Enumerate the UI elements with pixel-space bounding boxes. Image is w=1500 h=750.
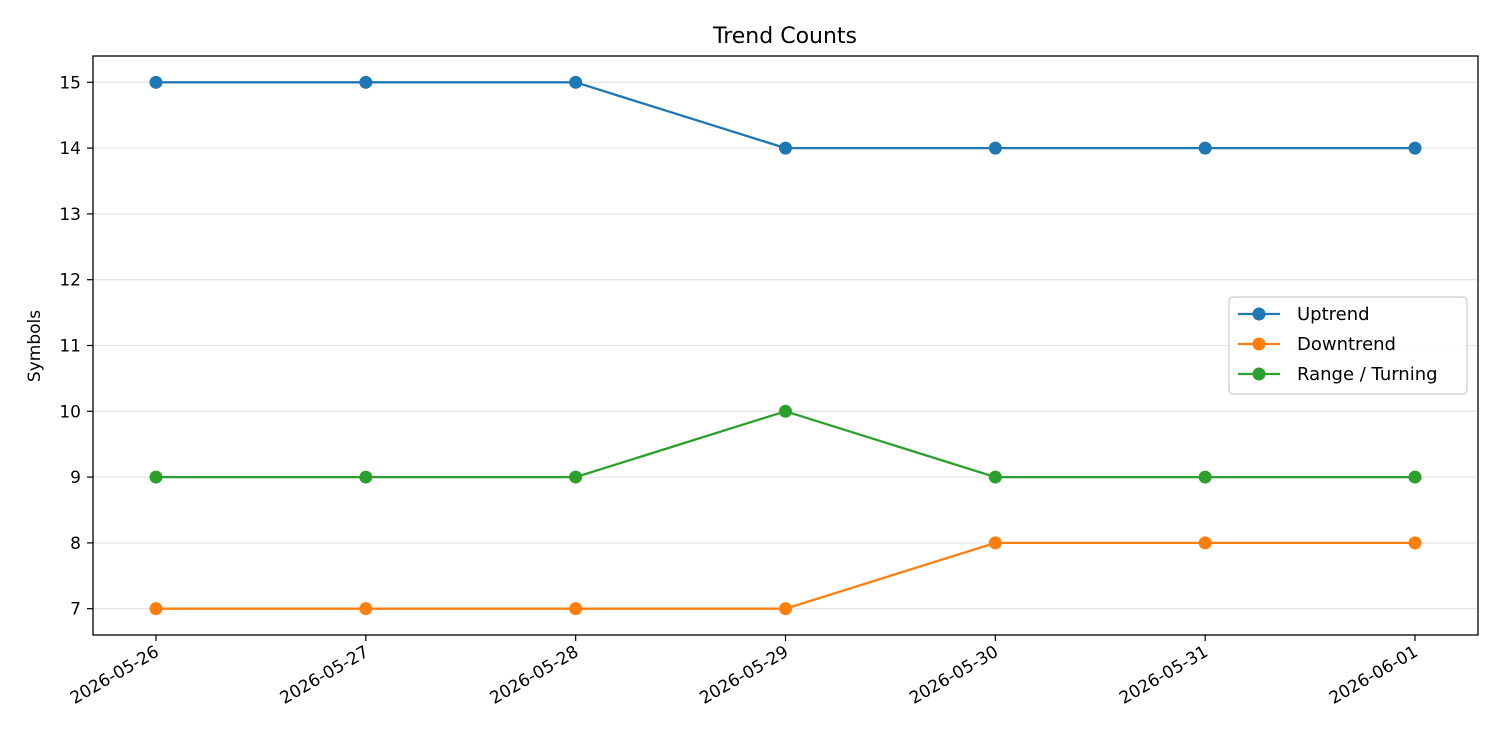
- y-tick-label: 13: [59, 205, 81, 225]
- series-line: [156, 410, 1415, 479]
- data-point: [779, 404, 792, 418]
- data-point: [569, 75, 583, 89]
- data-point: [1408, 470, 1422, 484]
- data-point: [988, 141, 1002, 155]
- series-1: [149, 536, 1422, 616]
- legend-box: [1228, 296, 1468, 395]
- legend-label: Downtrend: [1297, 334, 1396, 355]
- data-point: [1408, 141, 1422, 155]
- data-point: [149, 75, 163, 89]
- series-lines: [149, 75, 1422, 616]
- y-tick-label: 10: [59, 402, 81, 422]
- y-tick-label: 14: [59, 139, 81, 159]
- x-tick-label: 2026-05-27: [277, 642, 373, 709]
- data-point: [1198, 470, 1212, 484]
- legend-marker: [1252, 337, 1266, 351]
- data-point: [359, 470, 373, 484]
- legend-item: Downtrend: [1238, 334, 1396, 355]
- data-point: [988, 536, 1002, 550]
- x-tick-label: 2026-05-31: [1116, 642, 1212, 709]
- series-0: [149, 75, 1422, 155]
- y-tick-label: 7: [70, 600, 81, 620]
- data-point: [1408, 536, 1422, 550]
- x-tick-label: 2026-05-30: [906, 642, 1002, 709]
- y-tick-label: 9: [70, 468, 81, 488]
- legend-label: Range / Turning: [1297, 364, 1438, 385]
- legend: Uptrend Downtrend Range / Turning: [1228, 296, 1468, 395]
- data-point: [1198, 536, 1212, 550]
- y-tick-label: 11: [59, 337, 81, 357]
- y-axis-label: Symbols: [25, 310, 45, 382]
- data-point: [149, 470, 163, 484]
- data-point: [149, 602, 163, 616]
- series-2: [149, 404, 1422, 484]
- chart-title: Trend Counts: [712, 24, 857, 49]
- series-line: [156, 541, 1415, 610]
- legend-marker: [1252, 307, 1266, 321]
- y-tick-label: 8: [70, 534, 81, 554]
- data-point: [779, 602, 792, 616]
- axes: 7 8 9 10 11 12 13 14 15 2026-05-26 2026-05-27 2026-…: [59, 73, 1421, 708]
- series-line: [156, 81, 1415, 150]
- y-tick-label: 15: [59, 73, 81, 93]
- data-point: [569, 602, 583, 616]
- legend-item: Uptrend: [1238, 304, 1370, 325]
- data-point: [779, 141, 792, 155]
- data-point: [569, 470, 583, 484]
- legend-marker: [1252, 367, 1266, 381]
- data-point: [359, 602, 373, 616]
- x-tick-label: 2026-06-01: [1326, 642, 1422, 709]
- x-tick-label: 2026-05-28: [487, 642, 583, 709]
- data-point: [988, 470, 1002, 484]
- legend-item: Range / Turning: [1238, 364, 1438, 385]
- x-tick-label: 2026-05-26: [67, 642, 163, 709]
- x-tick-label: 2026-05-29: [696, 642, 792, 709]
- y-tick-label: 12: [59, 271, 81, 291]
- data-point: [1198, 141, 1212, 155]
- data-point: [359, 75, 373, 89]
- legend-label: Uptrend: [1297, 304, 1370, 325]
